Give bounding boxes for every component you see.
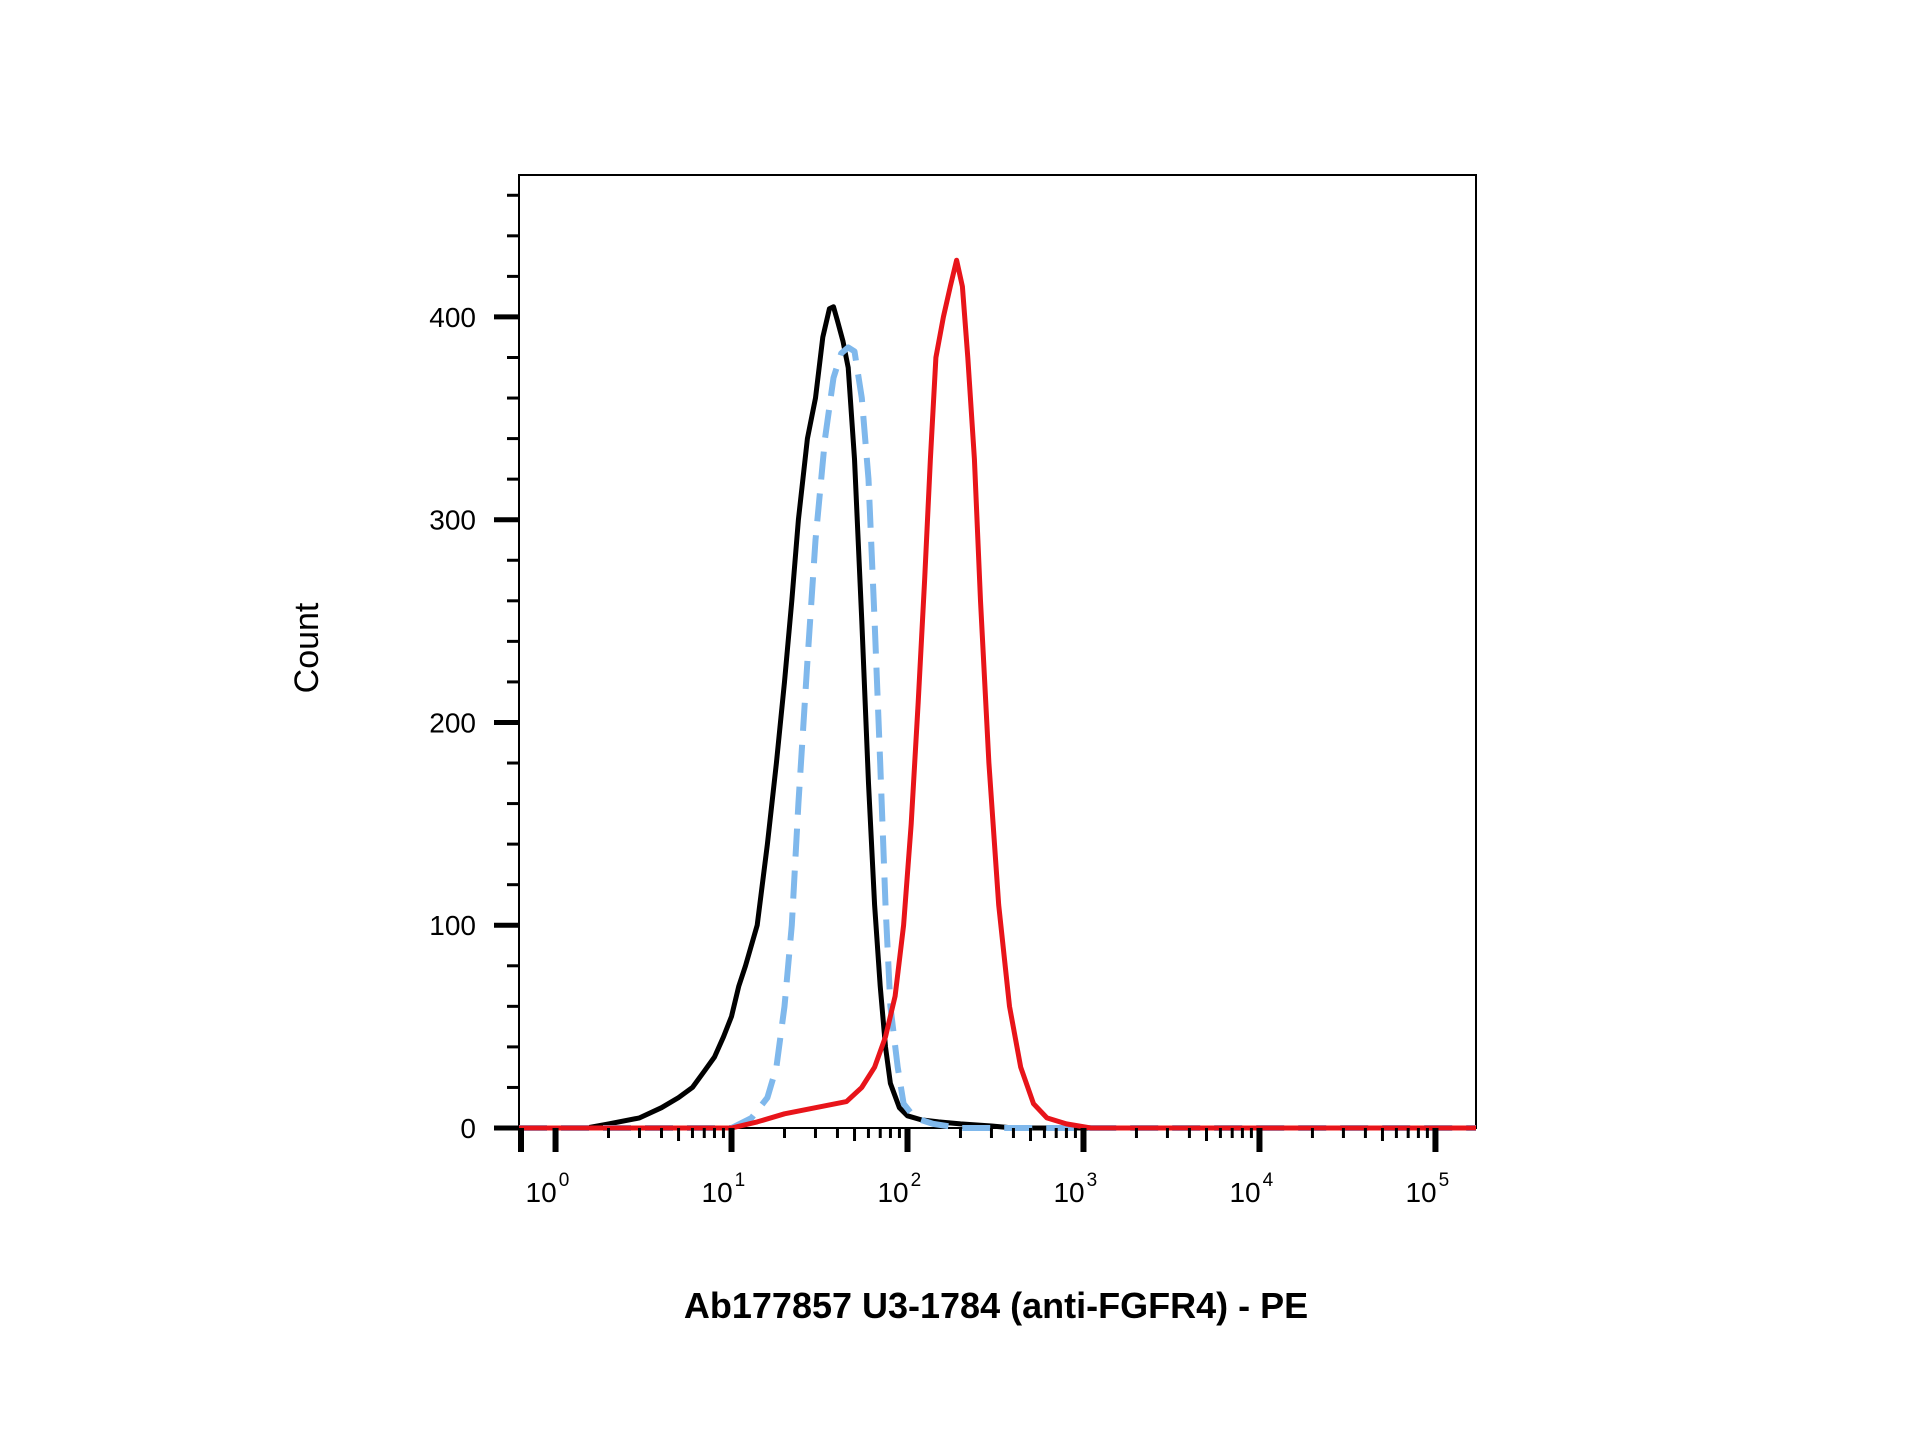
y-axis-label: Count [288, 602, 326, 693]
x-tick-label-exponent: 5 [1439, 1170, 1450, 1191]
x-tick-label: 10 1 [702, 1170, 746, 1208]
x-tick-label-base: 10 [1405, 1177, 1436, 1208]
x-axis: 10 0 10 1 10 2 10 3 10 4 10 5 [518, 1128, 1449, 1208]
x-tick-label-base: 10 [877, 1177, 908, 1208]
series-line-3 [519, 257, 1476, 1131]
y-axis: 0 100 200 300 400 [429, 193, 519, 1144]
x-tick-label-exponent: 0 [559, 1170, 570, 1191]
x-tick-label: 10 4 [1229, 1170, 1273, 1208]
series-group [519, 257, 1476, 1131]
plot-frame [518, 174, 1477, 1129]
x-tick-label-base: 10 [526, 1177, 557, 1208]
series-line-2 [519, 344, 1476, 1131]
x-tick-label-exponent: 4 [1263, 1170, 1274, 1191]
x-tick-label-base: 10 [1229, 1177, 1260, 1208]
x-tick-label-exponent: 3 [1087, 1170, 1098, 1191]
y-tick-label: 300 [429, 505, 476, 536]
y-tick-label: 400 [429, 302, 476, 333]
x-tick-label: 10 0 [526, 1170, 570, 1208]
x-tick-label: 10 2 [877, 1170, 921, 1208]
y-tick-label: 100 [429, 910, 476, 941]
x-tick-label-base: 10 [702, 1177, 733, 1208]
series-line-1 [519, 304, 1476, 1131]
x-axis-label: Ab177857 U3-1784 (anti-FGFR4) - PE [684, 1285, 1308, 1326]
x-tick-label: 10 5 [1405, 1170, 1449, 1208]
x-tick-label-exponent: 2 [911, 1170, 922, 1191]
x-tick-label-exponent: 1 [735, 1170, 746, 1191]
x-tick-label-base: 10 [1053, 1177, 1084, 1208]
x-tick-label: 10 3 [1053, 1170, 1097, 1208]
y-tick-label: 0 [460, 1113, 476, 1144]
y-tick-label: 200 [429, 707, 476, 738]
